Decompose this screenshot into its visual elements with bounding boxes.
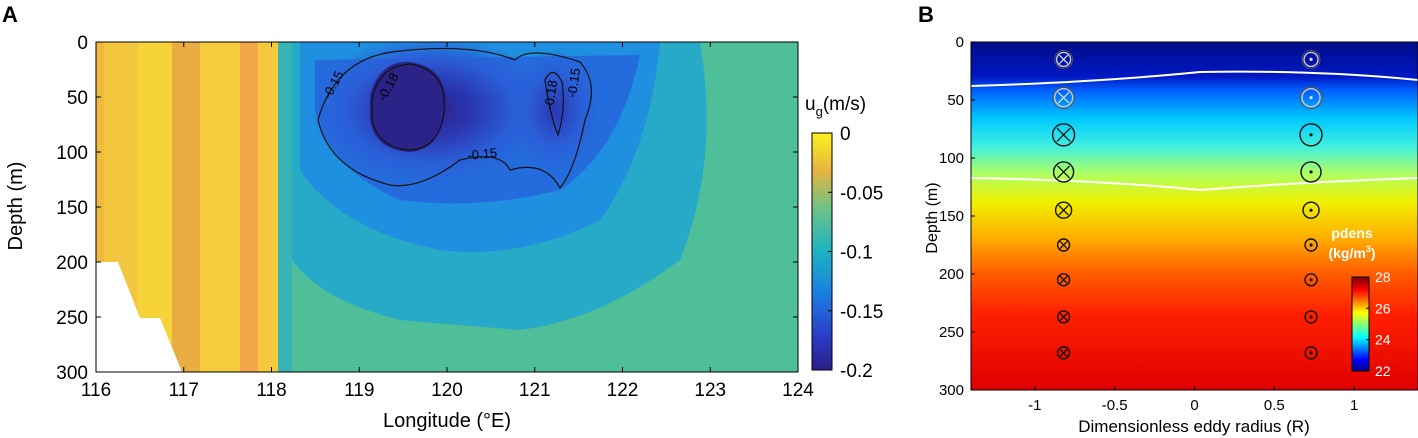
circled-cross-marker bbox=[1056, 273, 1071, 287]
contour-label: -0.15 bbox=[564, 67, 583, 98]
circled-dot-marker bbox=[1302, 201, 1320, 219]
colorbar-tick-label: 24 bbox=[1375, 332, 1391, 348]
y-tick-label: 300 bbox=[56, 363, 88, 384]
circled-dot-marker bbox=[1299, 123, 1323, 147]
x-axis-b: -1 -0.5 0 0.5 1 bbox=[1028, 386, 1358, 414]
y-tick-label: 150 bbox=[939, 208, 964, 225]
colorbar-label-a: ug(m/s) bbox=[805, 94, 866, 119]
circled-dot-marker bbox=[1299, 86, 1323, 110]
colorbar-tick-label: 28 bbox=[1375, 269, 1391, 285]
y-tick-label: 0 bbox=[956, 34, 964, 51]
y-tick-label: 250 bbox=[939, 324, 964, 341]
x-tick-label: 119 bbox=[344, 380, 374, 401]
plot-area-b bbox=[971, 42, 1418, 390]
circled-dot-marker bbox=[1304, 310, 1318, 324]
circled-dot-marker bbox=[1304, 273, 1318, 287]
colorbar-tick-label: -0.2 bbox=[840, 361, 873, 382]
circled-cross-marker bbox=[1051, 123, 1076, 147]
circled-cross-marker bbox=[1056, 346, 1071, 360]
circled-dot-marker bbox=[1300, 161, 1322, 183]
contour-label: -0.18 bbox=[541, 79, 560, 110]
contour-label: -0.15 bbox=[467, 145, 498, 163]
plot-area-a bbox=[96, 42, 798, 372]
panel-label-b: B bbox=[918, 2, 934, 27]
x-tick-label: 116 bbox=[81, 380, 111, 401]
y-axis-a: 0 50 100 150 200 250 300 bbox=[56, 33, 798, 384]
x-tick-label: -0.5 bbox=[1102, 397, 1128, 414]
x-tick-label: 120 bbox=[431, 380, 463, 401]
colorbar-ticks-a: 0 -0.05 -0.1 -0.15 -0.2 bbox=[828, 124, 883, 382]
colorbar-tick-label: -0.05 bbox=[840, 183, 883, 204]
x-axis-a: 116 117 118 119 120 121 122 123 124 bbox=[81, 42, 814, 401]
y-axis-label-a: Depth (m) bbox=[5, 162, 27, 251]
circled-cross-marker bbox=[1054, 201, 1073, 219]
y-tick-label: 100 bbox=[56, 143, 88, 164]
y-axis-b: 0 50 100 150 200 250 300 bbox=[939, 34, 975, 399]
x-tick-label: 124 bbox=[782, 380, 814, 401]
y-tick-label: 100 bbox=[939, 150, 964, 167]
x-tick-label: 0 bbox=[1190, 397, 1198, 414]
colorbar-tick-label: -0.15 bbox=[840, 302, 883, 323]
colorbar-label-b-line1: pdens bbox=[1331, 225, 1372, 241]
eddy-markers bbox=[1051, 49, 1323, 360]
x-tick-label: 0.5 bbox=[1264, 397, 1285, 414]
circled-cross-marker bbox=[1052, 161, 1075, 183]
x-tick-label: 122 bbox=[607, 380, 639, 401]
circled-dot-marker bbox=[1301, 49, 1321, 69]
y-tick-label: 200 bbox=[939, 266, 964, 283]
circled-dot-marker bbox=[1304, 346, 1318, 360]
y-tick-label: 300 bbox=[939, 382, 964, 399]
y-tick-label: 250 bbox=[56, 308, 88, 329]
y-tick-label: 0 bbox=[77, 33, 88, 54]
circled-cross-marker bbox=[1056, 238, 1071, 252]
x-tick-label: 1 bbox=[1350, 397, 1358, 414]
y-tick-label: 50 bbox=[67, 88, 88, 109]
panel-label-a: A bbox=[2, 2, 18, 27]
circled-cross-marker bbox=[1052, 86, 1076, 110]
x-tick-label: 117 bbox=[169, 380, 199, 401]
colorbar-tick-label: 0 bbox=[840, 124, 851, 145]
colorbar-b bbox=[1351, 276, 1370, 372]
circled-dot-marker bbox=[1304, 238, 1318, 252]
circled-cross-marker bbox=[1056, 310, 1071, 324]
colorbar-label-b-line2: (kg/m3) bbox=[1328, 244, 1375, 261]
y-axis-label-b: Depth (m) bbox=[924, 182, 941, 253]
y-tick-label: 200 bbox=[56, 253, 88, 274]
y-tick-label: 150 bbox=[56, 198, 88, 219]
colorbar-tick-label: -0.1 bbox=[840, 243, 873, 264]
x-tick-label: -1 bbox=[1028, 397, 1041, 414]
colorbar-tick-label: 22 bbox=[1375, 363, 1391, 379]
x-axis-label-a: Longitude (°E) bbox=[383, 410, 511, 432]
x-tick-label: 118 bbox=[256, 380, 286, 401]
colorbar-ticks-b: 28 26 24 22 bbox=[1366, 269, 1391, 379]
circled-cross-marker bbox=[1054, 49, 1074, 69]
x-axis-label-b: Dimensionless eddy radius (R) bbox=[1078, 417, 1309, 436]
x-tick-label: 123 bbox=[694, 380, 726, 401]
y-tick-label: 50 bbox=[947, 92, 964, 109]
colorbar-tick-label: 26 bbox=[1375, 300, 1391, 316]
x-tick-label: 121 bbox=[519, 380, 551, 401]
